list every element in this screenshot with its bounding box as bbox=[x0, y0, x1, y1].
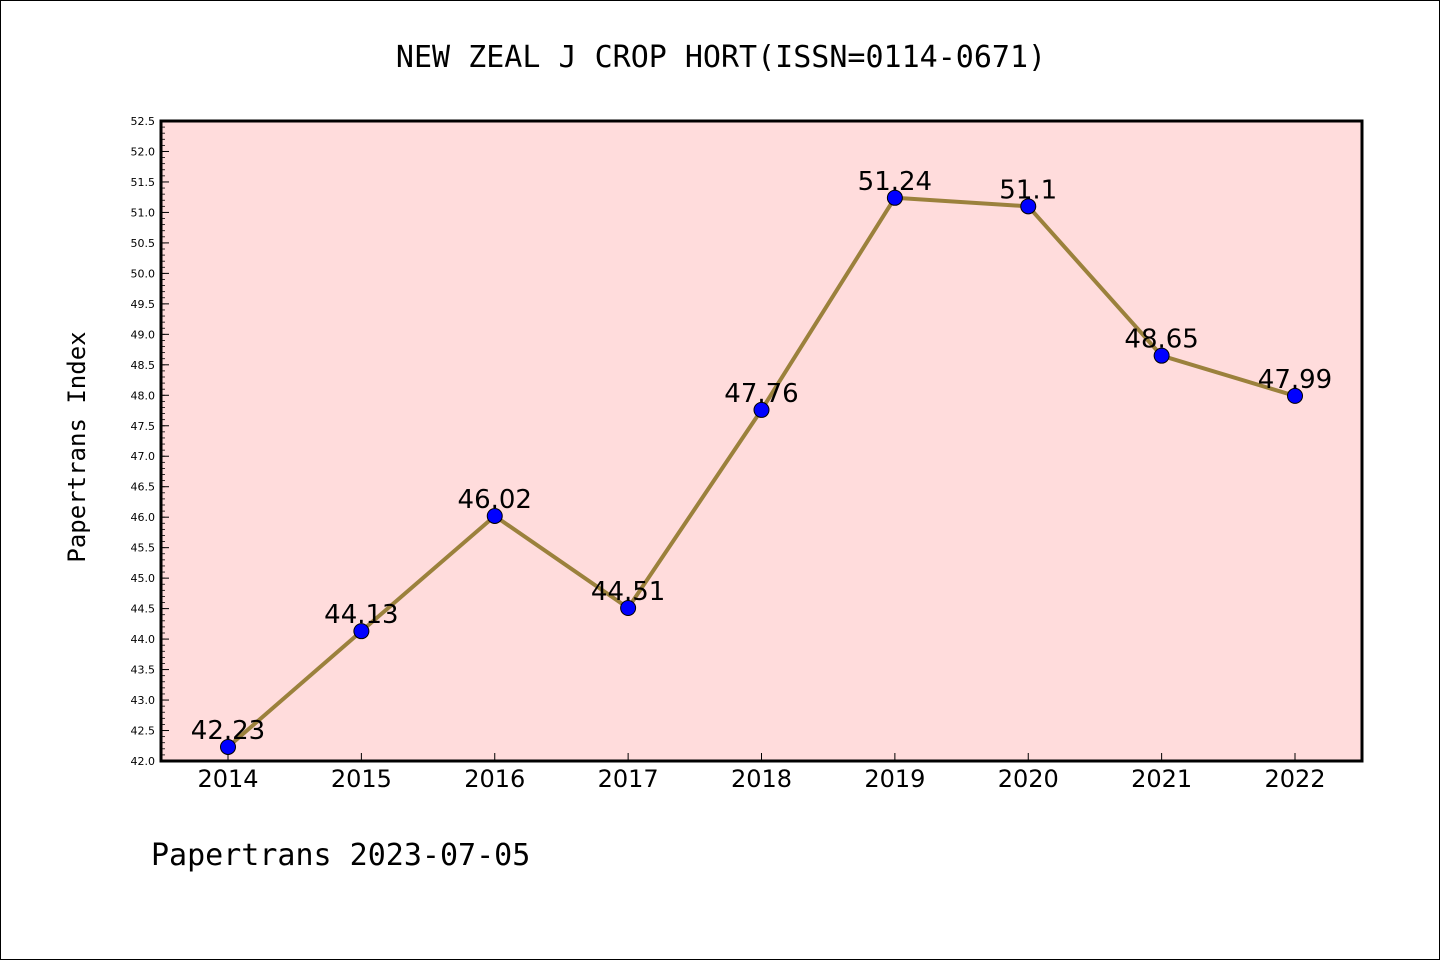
plot-border bbox=[159, 119, 1364, 763]
footer-caption: Papertrans 2023-07-05 bbox=[151, 838, 530, 873]
y-tick-label: 49.5 bbox=[131, 298, 156, 311]
data-point bbox=[1153, 347, 1170, 364]
x-axis: 2014 2015 2016 2017 2018 2019 2020 2021 2022 bbox=[197, 753, 1326, 793]
y-tick-label: 50.0 bbox=[131, 267, 156, 280]
y-tick-label: 48.0 bbox=[131, 389, 156, 402]
y-tick-label: 44.5 bbox=[131, 603, 156, 616]
y-tick-label: 46.5 bbox=[131, 481, 156, 494]
y-tick-label: 47.5 bbox=[131, 420, 156, 433]
chart-title: NEW ZEAL J CROP HORT(ISSN=0114-0671) bbox=[396, 40, 1046, 75]
x-tick-label: 2021 bbox=[1131, 765, 1192, 793]
data-label: 42.23 bbox=[191, 716, 265, 746]
x-tick-label: 2018 bbox=[731, 765, 792, 793]
data-point bbox=[1287, 387, 1303, 404]
y-tick-label: 47.0 bbox=[131, 450, 156, 463]
data-point bbox=[1020, 198, 1037, 215]
data-label: 44.51 bbox=[591, 577, 665, 607]
y-tick-label: 48.5 bbox=[131, 359, 156, 372]
y-tick-label: 51.5 bbox=[131, 176, 156, 189]
series-markers bbox=[220, 189, 1303, 755]
x-tick-label: 2020 bbox=[998, 765, 1059, 793]
x-tick-label: 2017 bbox=[598, 765, 659, 793]
data-label: 47.76 bbox=[724, 379, 798, 409]
data-label: 48.65 bbox=[1124, 325, 1198, 355]
data-labels: 42.23 44.13 46.02 44.51 47.76 51.24 51.1 48.65 4… bbox=[191, 167, 1332, 746]
data-point bbox=[886, 189, 903, 206]
data-label: 47.99 bbox=[1258, 365, 1332, 395]
data-point bbox=[620, 600, 637, 617]
x-tick-label: 2016 bbox=[464, 765, 525, 793]
y-tick-label: 52.5 bbox=[131, 115, 156, 128]
data-point bbox=[353, 623, 370, 640]
y-tick-label: 44.0 bbox=[131, 633, 156, 646]
y-tick-label: 42.0 bbox=[131, 755, 156, 768]
y-tick-label: 46.0 bbox=[131, 511, 156, 524]
x-tick-label: 2019 bbox=[864, 765, 925, 793]
data-label: 51.1 bbox=[999, 175, 1057, 205]
data-label: 51.24 bbox=[858, 167, 932, 197]
y-tick-label: 42.5 bbox=[131, 725, 156, 738]
data-point bbox=[753, 401, 770, 418]
x-tick-label: 2022 bbox=[1264, 765, 1325, 793]
y-tick-label: 52.0 bbox=[131, 145, 156, 158]
plot-area bbox=[161, 121, 1362, 761]
data-point bbox=[220, 738, 236, 755]
y-tick-label: 45.0 bbox=[131, 572, 156, 585]
y-tick-label: 43.0 bbox=[131, 694, 156, 707]
y-tick-label: 43.5 bbox=[131, 664, 156, 677]
y-tick-label: 50.5 bbox=[131, 237, 156, 250]
x-tick-label: 2014 bbox=[197, 765, 258, 793]
data-point bbox=[486, 507, 503, 524]
x-tick-label: 2015 bbox=[331, 765, 392, 793]
y-axis-label: Papertrans Index bbox=[63, 331, 91, 562]
y-tick-label: 45.5 bbox=[131, 542, 156, 555]
y-tick-label: 51.0 bbox=[131, 206, 156, 219]
data-label: 44.13 bbox=[324, 600, 398, 630]
y-tick-label: 49.0 bbox=[131, 328, 156, 341]
data-label: 46.02 bbox=[458, 485, 532, 515]
